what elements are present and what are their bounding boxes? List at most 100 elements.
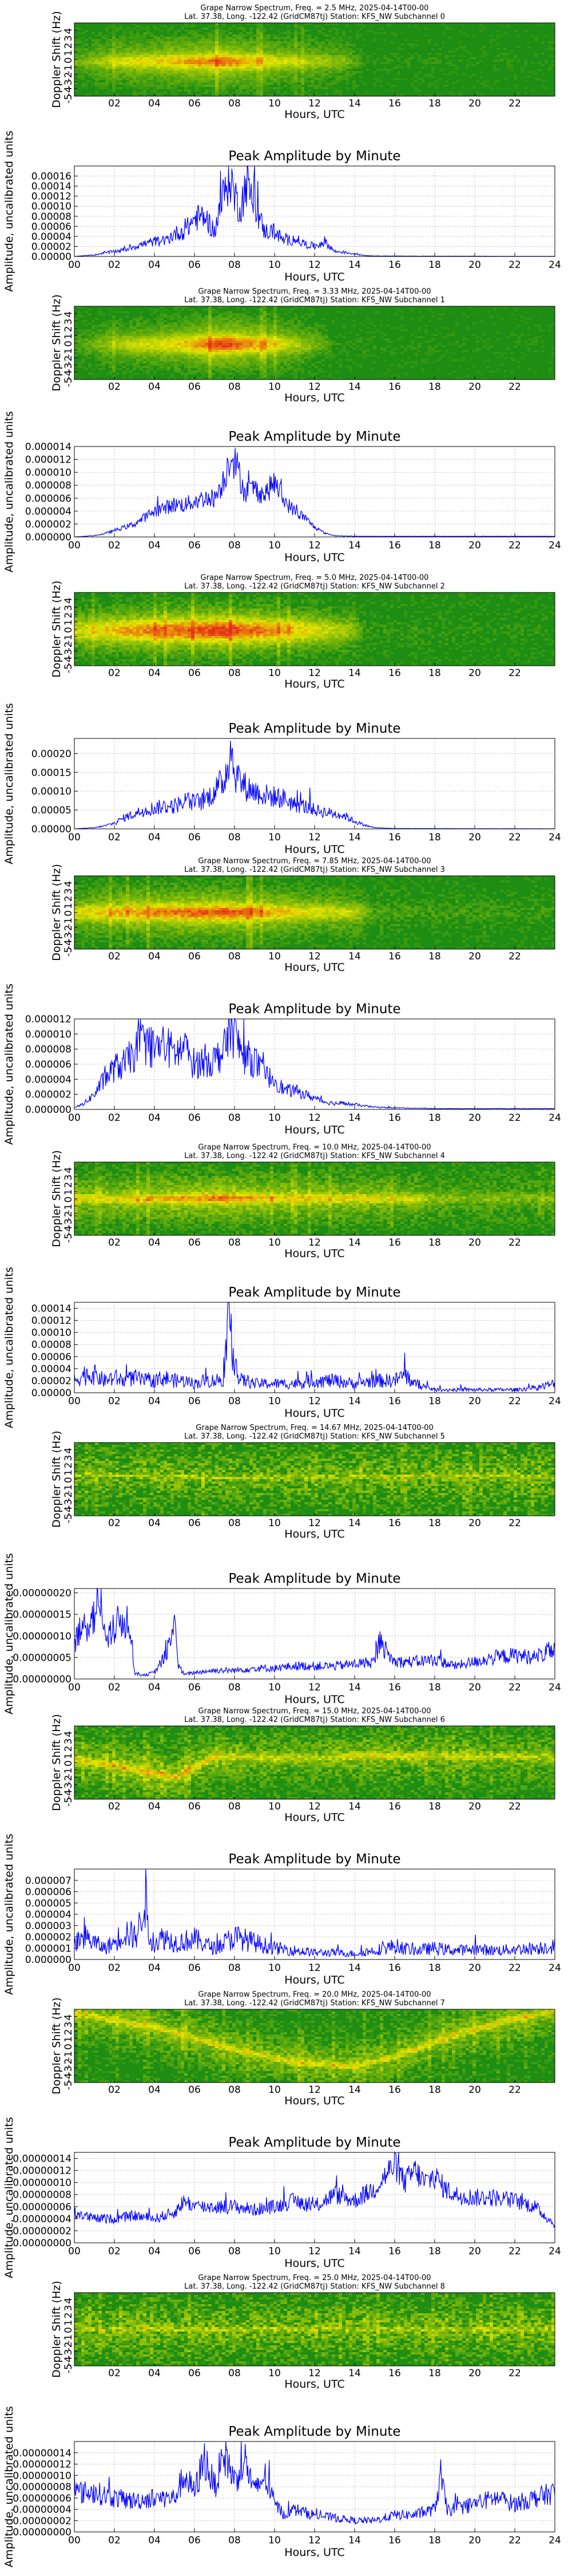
peak-x-tick: 10 <box>268 2246 281 2257</box>
peak-y-tick: 0.00000002 <box>13 2226 72 2237</box>
peak-x-tick: 12 <box>308 1396 321 1407</box>
peak-x-tick: 08 <box>228 1112 241 1124</box>
spectrogram-y-tick: 2 <box>63 1745 74 1752</box>
spectrogram-x-tick: 04 <box>148 1237 161 1249</box>
spectrogram-0: Grape Narrow Spectrum, Freq. = 2.5 MHz, … <box>50 4 555 121</box>
spectrogram-y-tick: 2 <box>63 326 74 332</box>
peak-y-tick: 0.000007 <box>25 1875 72 1887</box>
spectrogram-x-tick: 14 <box>348 1518 361 1529</box>
spectrogram-x-tick: 18 <box>428 667 441 679</box>
spectrogram-x-tick: 12 <box>308 98 321 109</box>
spectrogram-y-tick: 2 <box>63 1462 74 1468</box>
peak-x-tick: 14 <box>348 1962 361 1974</box>
spectrogram-xlabel: Hours, UTC <box>284 1247 344 1260</box>
spectrogram-y-tick: -1 <box>63 2051 74 2061</box>
peak-x-tick: 20 <box>468 540 481 551</box>
spectrogram-title-line2: Lat. 37.38, Long. -122.42 (GridCM87tj) S… <box>184 1432 445 1441</box>
peak-x-tick: 08 <box>228 1396 241 1407</box>
peak-chart-6: Peak Amplitude by Minute0.0000000.000001… <box>3 1834 561 1995</box>
peak-title: Peak Amplitude by Minute <box>228 1002 400 1017</box>
spectrogram-x-tick: 12 <box>308 2084 321 2096</box>
spectrogram-y-tick: -1 <box>63 634 74 644</box>
peak-ylabel: Amplitude, uncalibrated units <box>3 411 15 572</box>
peak-x-tick: 16 <box>388 1682 401 1693</box>
spectrogram-x-tick: 14 <box>348 98 361 109</box>
peak-x-tick: 24 <box>549 1962 561 1974</box>
peak-xlabel: Hours, UTC <box>284 1407 344 1420</box>
spectrogram-title-line2: Lat. 37.38, Long. -122.42 (GridCM87tj) S… <box>184 1152 445 1160</box>
spectrogram-title-line2: Lat. 37.38, Long. -122.42 (GridCM87tj) S… <box>184 582 445 591</box>
peak-x-tick: 02 <box>108 1962 121 1974</box>
peak-plot-area <box>74 447 555 537</box>
spectrogram-y-tick: 2 <box>63 612 74 618</box>
spectrogram-y-tick: 4 <box>63 311 74 318</box>
spectrogram-x-tick: 20 <box>468 667 481 679</box>
spectrogram-y-tick: 3 <box>63 1455 74 1461</box>
spectrogram-y-tick: 0 <box>63 57 74 64</box>
peak-y-tick: 0.000006 <box>25 1059 72 1070</box>
peak-x-tick: 02 <box>108 1682 121 1693</box>
spectrogram-5: Grape Narrow Spectrum, Freq. = 14.67 MHz… <box>50 1424 555 1540</box>
spectrogram-x-tick: 14 <box>348 951 361 962</box>
peak-x-tick: 16 <box>388 2535 401 2546</box>
peak-x-tick: 14 <box>348 259 361 271</box>
spectrogram-x-tick: 20 <box>468 381 481 393</box>
peak-y-tick: 0.00000 <box>31 251 72 263</box>
peak-x-tick: 16 <box>388 1112 401 1124</box>
spectrogram-x-tick: 16 <box>388 381 401 393</box>
peak-x-tick: 04 <box>148 1682 161 1693</box>
spectrogram-x-tick: 16 <box>388 1518 401 1529</box>
peak-x-tick: 20 <box>468 2535 481 2546</box>
spectrogram-title-line1: Grape Narrow Spectrum, Freq. = 7.85 MHz,… <box>198 857 431 866</box>
spectrogram-x-tick: 04 <box>148 2084 161 2096</box>
peak-y-tick: 0.000008 <box>25 1044 72 1056</box>
peak-x-tick: 06 <box>188 1112 201 1124</box>
spectrogram-x-tick: 12 <box>308 381 321 393</box>
peak-x-tick: 06 <box>188 2246 201 2257</box>
peak-y-tick: 0.00000 <box>31 824 72 835</box>
spectrogram-x-tick: 06 <box>188 951 201 962</box>
spectrogram-x-tick: 18 <box>428 98 441 109</box>
spectrogram-x-tick: 04 <box>148 2368 161 2379</box>
peak-chart-5: Peak Amplitude by Minute0.000000000.0000… <box>3 1553 561 1714</box>
spectrogram-x-tick: 18 <box>428 1518 441 1529</box>
peak-y-tick: 0.000012 <box>25 455 72 466</box>
peak-y-tick: 0.000002 <box>25 1932 72 1943</box>
spectrogram-x-tick: 10 <box>268 1801 281 1812</box>
peak-x-tick: 02 <box>108 2246 121 2257</box>
peak-ylabel: Amplitude, uncalibrated units <box>3 1267 15 1428</box>
peak-y-tick: 0.00000006 <box>13 2493 72 2504</box>
peak-y-tick: 0.00000000 <box>13 2527 72 2538</box>
peak-x-tick: 18 <box>428 2535 441 2546</box>
spectrogram-y-tick: -1 <box>63 1484 74 1494</box>
peak-x-tick: 20 <box>468 2246 481 2257</box>
spectrogram-x-tick: 12 <box>308 1801 321 1812</box>
peak-y-tick: 0.00000010 <box>13 2470 72 2482</box>
spectrogram-1: Grape Narrow Spectrum, Freq. = 3.33 MHz,… <box>50 287 555 404</box>
peak-x-tick: 10 <box>268 1682 281 1693</box>
spectrogram-y-tick: 1 <box>63 1189 74 1195</box>
spectrogram-cells <box>74 2293 555 2366</box>
peak-x-tick: 08 <box>228 1682 241 1693</box>
spectrogram-title-line2: Lat. 37.38, Long. -122.42 (GridCM87tj) S… <box>184 2282 445 2291</box>
spectrogram-title-line1: Grape Narrow Spectrum, Freq. = 20.0 MHz,… <box>198 1990 431 1999</box>
peak-chart-2: Peak Amplitude by Minute0.000000.000050.… <box>3 703 561 864</box>
spectrogram-x-tick: 16 <box>388 667 401 679</box>
peak-x-tick: 04 <box>148 1396 161 1407</box>
peak-x-tick: 22 <box>509 540 521 551</box>
spectrogram-x-tick: 16 <box>388 1237 401 1249</box>
peak-x-tick: 12 <box>308 2535 321 2546</box>
peak-x-tick: 20 <box>468 1962 481 1974</box>
peak-title: Peak Amplitude by Minute <box>228 2135 400 2150</box>
peak-x-tick: 04 <box>148 2535 161 2546</box>
peak-y-tick: 0.00000008 <box>13 2482 72 2493</box>
spectrogram-y-tick: 2 <box>63 895 74 902</box>
peak-y-tick: 0.000003 <box>25 1921 72 1932</box>
spectrogram-y-tick: 4 <box>63 1167 74 1174</box>
spectrogram-x-tick: 08 <box>228 1237 241 1249</box>
peak-y-tick: 0.00015 <box>31 767 72 779</box>
peak-ylabel: Amplitude, uncalibrated units <box>3 2117 15 2278</box>
peak-x-tick: 14 <box>348 832 361 843</box>
peak-x-tick: 12 <box>308 1962 321 1974</box>
peak-y-tick: 0.000004 <box>25 1909 72 1921</box>
